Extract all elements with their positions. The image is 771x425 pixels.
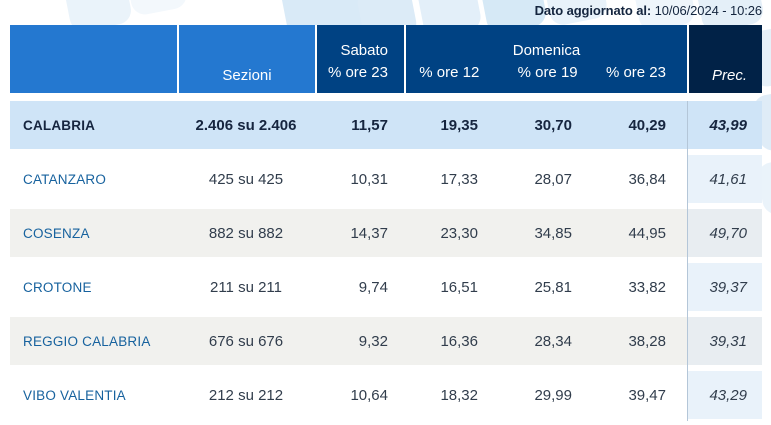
cell-domenica-ore23: 44,95	[628, 224, 666, 242]
cell-domenica-ore23: 33,82	[628, 278, 666, 296]
data-updated-value: 10/06/2024 - 10:26	[651, 3, 762, 18]
cell-sabato-ore23: 11,57	[351, 116, 388, 134]
cell-sezioni: 882 su 882	[208, 224, 284, 242]
header-territory-cell	[10, 25, 177, 93]
cell-domenica-ore19: 34,85	[534, 224, 572, 242]
header-prec-label: Prec.	[711, 67, 747, 84]
province-link-catanzaro[interactable]: CATANZARO	[23, 171, 107, 187]
cell-domenica-ore19: 29,99	[534, 386, 572, 404]
cell-domenica-ore19: 30,70	[534, 116, 572, 134]
cell-sezioni: 2.406 su 2.406	[195, 116, 297, 134]
cell-domenica-ore19: 28,34	[534, 332, 572, 350]
header-domenica: Domenica % ore 12 % ore 19 % ore 23	[404, 25, 687, 93]
cell-sezioni: 676 su 676	[208, 332, 284, 350]
cell-prec: 41,61	[687, 155, 762, 203]
province-link-cosenza[interactable]: COSENZA	[23, 225, 90, 241]
province-link-crotone[interactable]: CROTONE	[23, 279, 92, 295]
cell-sabato-ore23: 9,32	[358, 332, 388, 350]
turnout-table: Sezioni Sabato % ore 23 Domenica % ore 1…	[10, 25, 762, 425]
header-domenica-ore19-label: % ore 19	[517, 64, 578, 81]
cell-domenica-ore19: 25,81	[534, 278, 572, 296]
cell-sabato-ore23: 10,64	[350, 386, 388, 404]
province-link-reggio-calabria[interactable]: REGGIO CALABRIA	[23, 333, 151, 349]
cell-domenica-ore12: 23,30	[440, 224, 478, 242]
table-row-catanzaro: CATANZARO 425 su 425 10,31 17,33 28,07 3…	[10, 155, 762, 203]
table-row-cosenza: COSENZA 882 su 882 14,37 23,30 34,85 44,…	[10, 209, 762, 257]
cell-prec: 49,70	[687, 209, 762, 257]
prec-column-divider	[687, 101, 688, 421]
cell-prec: 43,29	[687, 371, 762, 419]
cell-sezioni: 211 su 211	[209, 278, 282, 296]
header-sabato: Sabato % ore 23	[315, 25, 404, 93]
cell-domenica-ore12: 19,35	[440, 116, 478, 134]
cell-domenica-ore19: 28,07	[534, 170, 572, 188]
cell-sezioni: 212 su 212	[208, 386, 284, 404]
header-prec: Prec.	[687, 25, 762, 93]
data-updated-info: Dato aggiornato al: 10/06/2024 - 10:26	[534, 3, 763, 18]
cell-sezioni: 425 su 425	[208, 170, 284, 188]
table-row-reggio-calabria: REGGIO CALABRIA 676 su 676 9,32 16,36 28…	[10, 317, 762, 365]
cell-prec: 39,37	[687, 263, 762, 311]
cell-domenica-ore12: 17,33	[440, 170, 478, 188]
decorative-tile	[123, 0, 189, 17]
header-domenica-label: Domenica	[512, 42, 581, 59]
header-domenica-ore23-label: % ore 23	[605, 64, 666, 81]
province-link-vibo-valentia[interactable]: VIBO VALENTIA	[23, 387, 126, 403]
header-sezioni: Sezioni	[177, 25, 315, 93]
header-sezioni-label: Sezioni	[222, 67, 272, 84]
cell-domenica-ore23: 36,84	[628, 170, 666, 188]
cell-domenica-ore12: 16,51	[440, 278, 478, 296]
table-row-vibo-valentia: VIBO VALENTIA 212 su 212 10,64 18,32 29,…	[10, 371, 762, 419]
cell-domenica-ore23: 40,29	[628, 116, 666, 134]
cell-domenica-ore12: 18,32	[440, 386, 478, 404]
territory-label: CALABRIA	[23, 117, 96, 133]
cell-domenica-ore23: 38,28	[628, 332, 666, 350]
table-row-calabria: CALABRIA 2.406 su 2.406 11,57 19,35 30,7…	[10, 101, 762, 149]
table-header-row: Sezioni Sabato % ore 23 Domenica % ore 1…	[10, 25, 762, 93]
table-row-crotone: CROTONE 211 su 211 9,74 16,51 25,81 33,8…	[10, 263, 762, 311]
cell-domenica-ore12: 16,36	[440, 332, 478, 350]
cell-sabato-ore23: 14,37	[350, 224, 388, 242]
cell-prec: 39,31	[687, 317, 762, 365]
cell-sabato-ore23: 9,74	[358, 278, 388, 296]
header-sabato-label: Sabato	[340, 42, 388, 59]
cell-prec: 43,99	[687, 101, 762, 149]
cell-domenica-ore23: 39,47	[628, 386, 666, 404]
cell-sabato-ore23: 10,31	[350, 170, 388, 188]
table-body: CALABRIA 2.406 su 2.406 11,57 19,35 30,7…	[10, 101, 762, 419]
header-sabato-ore23-label: % ore 23	[327, 64, 388, 81]
header-domenica-sublabels: % ore 12 % ore 19 % ore 23	[406, 62, 687, 84]
data-updated-label: Dato aggiornato al:	[534, 3, 652, 18]
header-domenica-ore12-label: % ore 12	[419, 64, 480, 81]
